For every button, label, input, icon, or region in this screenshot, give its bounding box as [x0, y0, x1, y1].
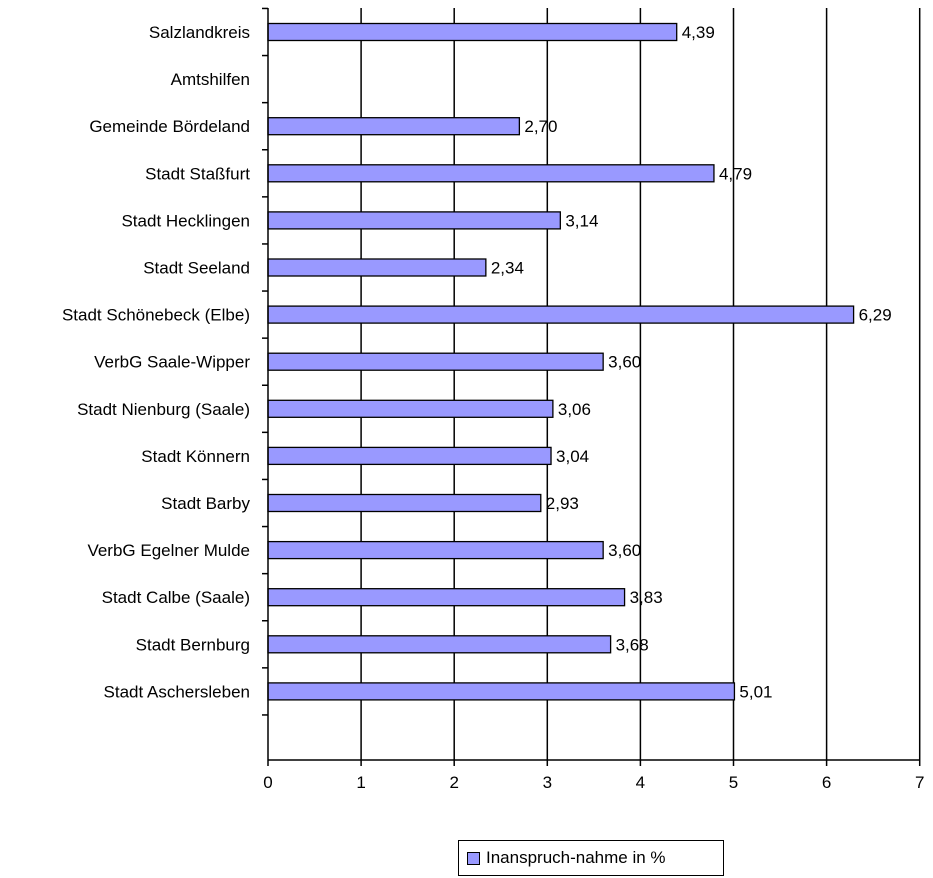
legend: Inanspruch-nahme in % — [458, 840, 724, 876]
category-label: VerbG Saale-Wipper — [94, 353, 250, 372]
x-tick-label-0: 0 — [263, 773, 272, 792]
bar — [267, 305, 855, 324]
legend-swatch — [467, 851, 480, 865]
category-label: Stadt Nienburg (Saale) — [77, 400, 250, 419]
value-label: 3,83 — [630, 588, 663, 607]
value-label: 3,14 — [565, 211, 598, 230]
x-tick-label-6: 6 — [822, 773, 831, 792]
value-label: 5,01 — [739, 682, 772, 701]
bar — [267, 117, 521, 136]
category-label: Stadt Staßfurt — [145, 164, 250, 183]
category-label: Stadt Könnern — [141, 447, 250, 466]
x-tick-label-3: 3 — [543, 773, 552, 792]
x-tick-label-1: 1 — [356, 773, 365, 792]
bar — [267, 493, 542, 513]
value-label: 3,60 — [608, 541, 641, 560]
category-label: VerbG Egelner Mulde — [87, 541, 250, 560]
category-labels: Salzlandkreis Amtshilfen Gemeinde Bördelan… — [62, 23, 251, 701]
x-tick-label-5: 5 — [729, 773, 738, 792]
legend-label: Inanspruch-nahme in % — [486, 848, 666, 867]
category-label: Stadt Seeland — [143, 259, 250, 278]
bar-chart: Salzlandkreis Amtshilfen Gemeinde Bördelan… — [62, 7, 924, 792]
x-tick-label-7: 7 — [915, 773, 924, 792]
bar — [267, 352, 604, 371]
value-label: 3,60 — [608, 353, 641, 372]
bar — [267, 399, 554, 418]
category-label: Salzlandkreis — [149, 23, 250, 42]
bar — [267, 635, 612, 654]
bar — [267, 211, 561, 230]
bar — [267, 258, 487, 277]
value-label: 3,06 — [558, 400, 591, 419]
bar — [267, 540, 604, 560]
tick-labels: 0 1 2 3 4 5 6 7 — [263, 773, 924, 792]
value-label: 6,29 — [859, 306, 892, 325]
x-tick-label-4: 4 — [636, 773, 645, 792]
category-label: Stadt Hecklingen — [121, 211, 250, 230]
bars — [267, 22, 855, 701]
value-label: 4,79 — [719, 164, 752, 183]
value-labels: 4,39 2,70 4,79 3,14 2,34 6,29 3,60 3,06 3,04 2,93… — [491, 23, 892, 701]
value-label: 3,68 — [616, 635, 649, 654]
category-label: Gemeinde Bördeland — [89, 117, 250, 136]
category-label: Stadt Barby — [161, 494, 250, 513]
bar — [267, 446, 552, 466]
value-label: 4,39 — [682, 23, 715, 42]
category-label: Stadt Schönebeck (Elbe) — [62, 306, 250, 325]
bar — [267, 588, 626, 607]
value-label: 3,04 — [556, 447, 589, 466]
category-label: Stadt Calbe (Saale) — [102, 588, 250, 607]
value-label: 2,34 — [491, 259, 524, 278]
axes — [262, 7, 921, 766]
category-label: Amtshilfen — [171, 70, 250, 89]
value-label: 2,70 — [524, 117, 557, 136]
bar — [267, 164, 715, 183]
category-label: Stadt Bernburg — [136, 635, 250, 654]
value-label: 2,93 — [546, 494, 579, 513]
category-label: Stadt Aschersleben — [104, 682, 250, 701]
bar — [267, 682, 736, 701]
bar — [267, 22, 678, 42]
x-tick-label-2: 2 — [449, 773, 458, 792]
